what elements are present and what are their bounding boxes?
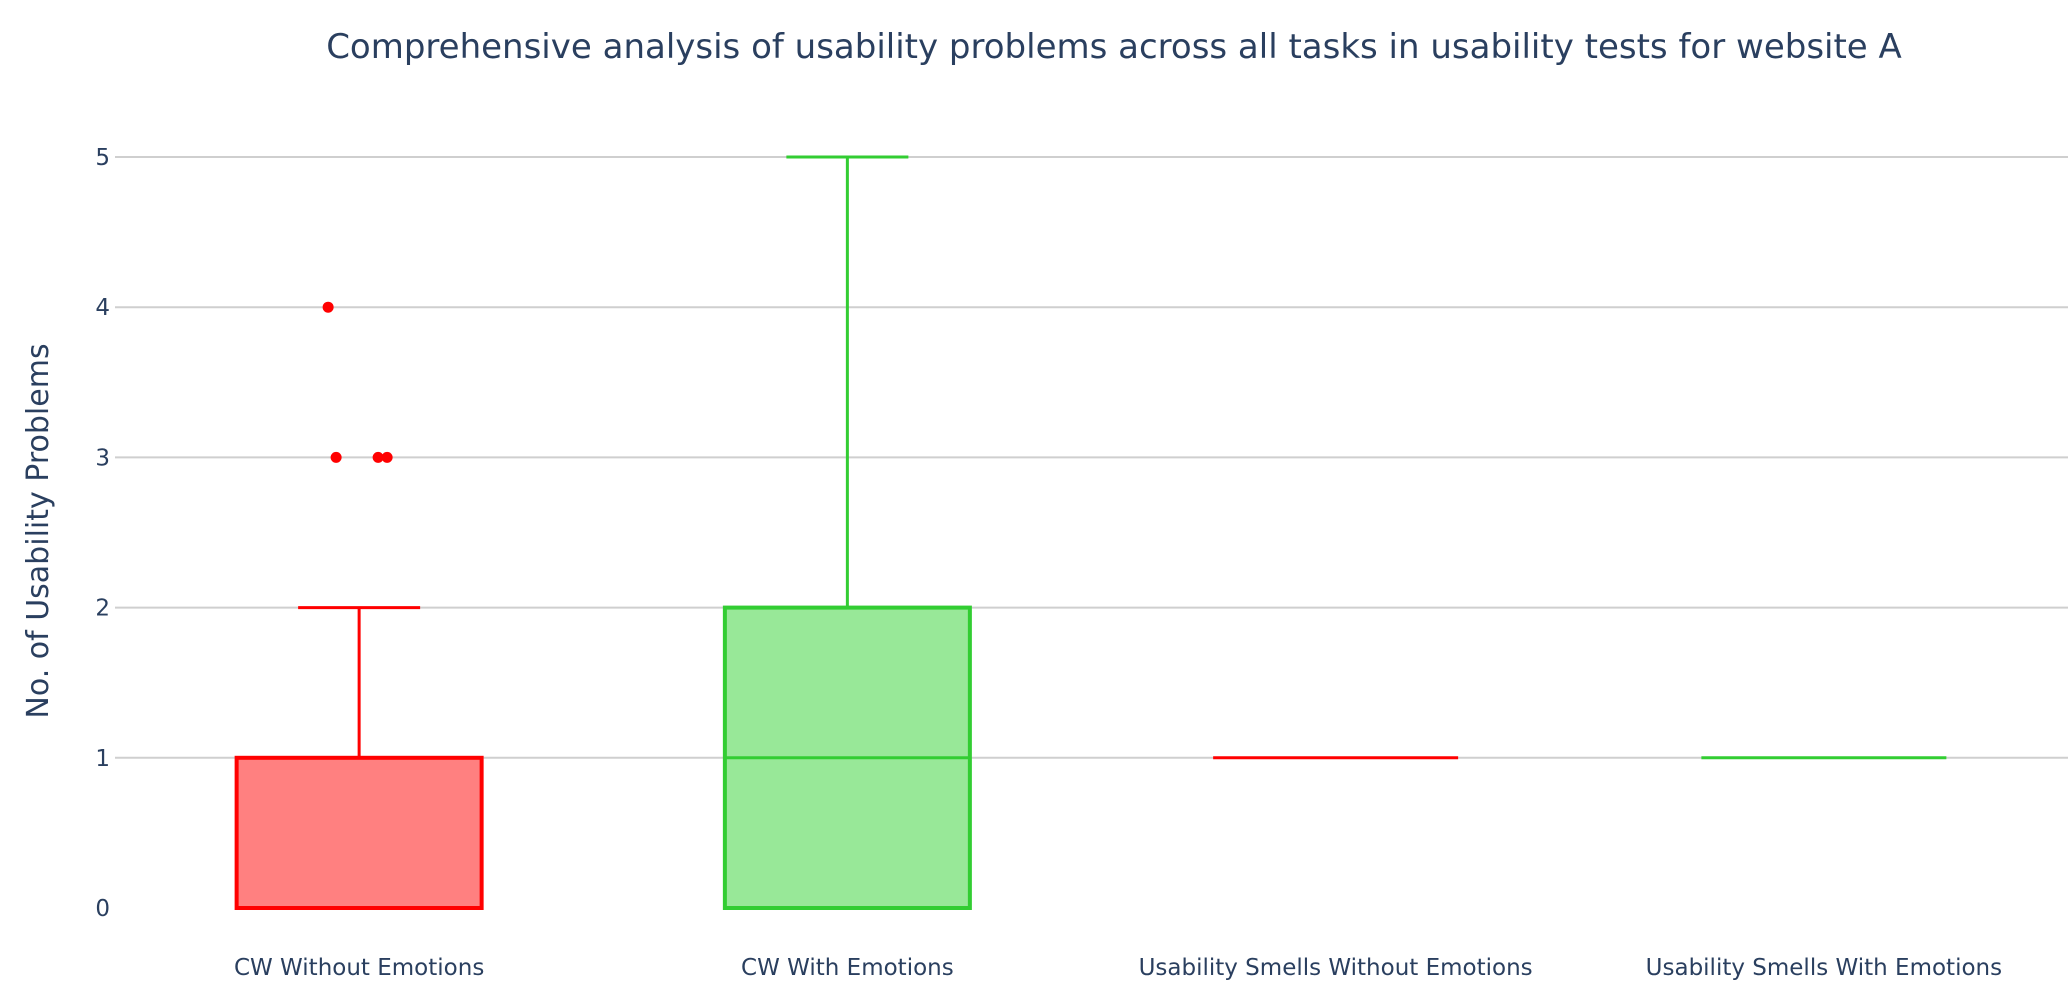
y-tick-label-5: 5 [95, 145, 110, 171]
box-series-2 [722, 155, 972, 910]
y-tick-label-2: 2 [95, 596, 110, 622]
outlier-point-1-4 [381, 451, 393, 463]
chart-title: Comprehensive analysis of usability prob… [326, 27, 1902, 67]
x-category-label-1: CW Without Emotions [234, 955, 484, 981]
outlier-point-1-3 [372, 451, 384, 463]
y-tick-label-3: 3 [95, 445, 110, 471]
y-tick-layer: 0 1 2 3 4 5 [95, 145, 110, 922]
y-tick-label-0: 0 [95, 896, 110, 922]
outlier-point-1-1 [322, 301, 334, 313]
y-tick-label-4: 4 [95, 295, 110, 321]
y-axis-title: No. of Usability Problems [21, 343, 56, 718]
outlier-point-1-2 [330, 451, 342, 463]
x-category-label-4: Usability Smells With Emotions [1646, 955, 2002, 981]
y-tick-label-1: 1 [95, 746, 110, 772]
x-label-layer: CW Without Emotions CW With Emotions Usabi… [234, 955, 2002, 981]
boxes-layer [234, 155, 1947, 910]
grid-layer [115, 156, 2068, 759]
x-category-label-2: CW With Emotions [741, 955, 954, 981]
x-category-label-3: Usability Smells Without Emotions [1139, 955, 1533, 981]
box-series-1 [234, 301, 484, 910]
box-1 [234, 755, 484, 910]
